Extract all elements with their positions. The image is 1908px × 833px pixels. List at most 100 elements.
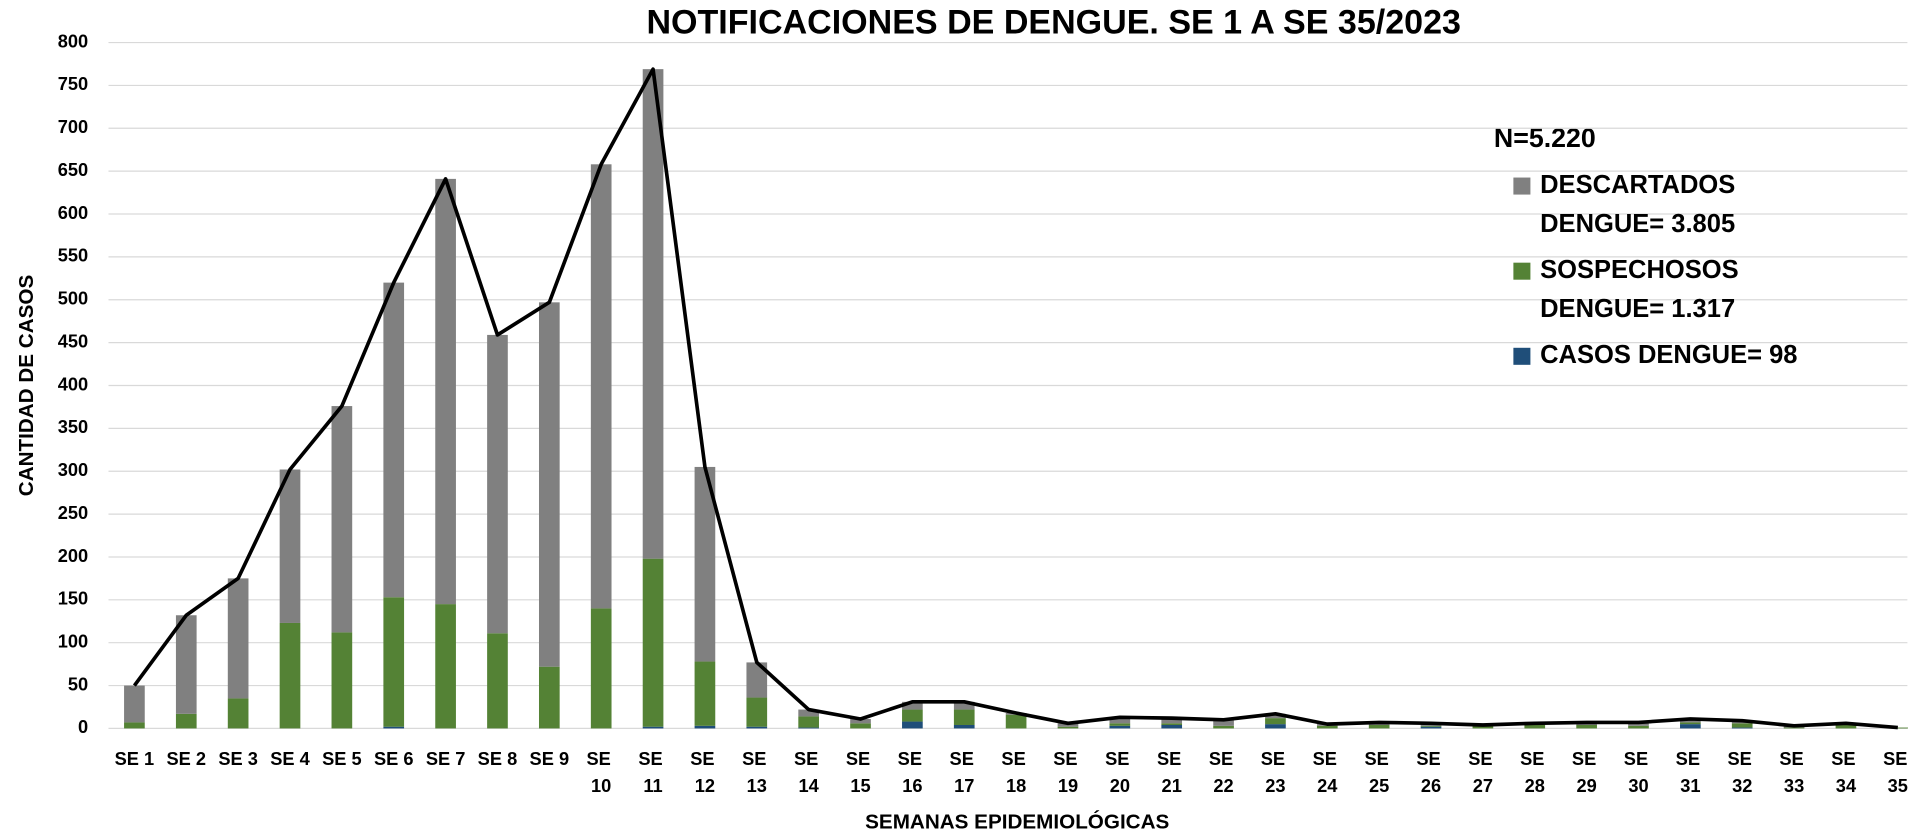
x-tick-label: SE 10 <box>586 748 615 796</box>
y-tick-label: 800 <box>58 30 88 51</box>
bar-segment <box>331 406 353 633</box>
bar-segment <box>1420 726 1442 729</box>
bar-segment <box>642 69 664 559</box>
bar-segment <box>1628 725 1649 729</box>
x-tick-label: SE 34 <box>1831 748 1860 796</box>
bar-segment <box>124 722 145 729</box>
x-tick-label: SE 29 <box>1572 748 1601 796</box>
x-tick-label: SE 17 <box>950 748 979 796</box>
bar-segment <box>124 685 145 723</box>
bar-segment <box>850 718 871 724</box>
x-tick-label: SE 32 <box>1728 748 1757 796</box>
bar-segment <box>746 726 768 729</box>
bar-segment <box>694 466 716 662</box>
x-tick-label: SE 21 <box>1157 748 1186 796</box>
bar-segment <box>1420 725 1442 727</box>
legend-label: DESCARTADOS DENGUE= 3.805 <box>1540 171 1742 238</box>
bar-segment <box>746 697 768 727</box>
bar-segment <box>1731 723 1753 728</box>
bar-segment <box>1835 724 1857 729</box>
x-tick-label: SE 15 <box>846 748 875 796</box>
x-tick-label: SE 28 <box>1520 748 1549 796</box>
x-tick-label: SE 31 <box>1676 748 1705 796</box>
bar-segment <box>902 701 923 710</box>
bar-segment <box>1316 725 1338 729</box>
bar-segment <box>1731 727 1753 729</box>
bar-segment <box>902 709 923 722</box>
y-tick-label: 300 <box>58 459 88 480</box>
x-tick-label: SE 5 <box>322 748 362 769</box>
bar-segment <box>1265 713 1286 719</box>
bar-segment <box>642 726 664 729</box>
bar-segment <box>1680 724 1701 729</box>
bar-segment <box>694 725 716 729</box>
y-tick-label: 0 <box>78 716 88 737</box>
bar-segment <box>331 632 353 729</box>
x-tick-label: SE 23 <box>1261 748 1290 796</box>
x-tick-label: SE 9 <box>530 748 570 769</box>
x-tick-label: SE 35 <box>1883 748 1908 796</box>
x-tick-label: SE 6 <box>374 748 414 769</box>
x-tick-label: SE 33 <box>1779 748 1808 796</box>
x-tick-label: SE 19 <box>1053 748 1082 796</box>
x-tick-label: SE 11 <box>638 748 667 796</box>
x-tick-label: SE 8 <box>478 748 518 769</box>
bar-segment <box>902 721 923 729</box>
bar-segment <box>1109 725 1131 729</box>
bar-segment <box>1109 717 1131 724</box>
y-tick-label: 250 <box>58 502 88 523</box>
bar-segment <box>175 713 197 729</box>
y-tick-label: 600 <box>58 202 88 223</box>
x-tick-label: SE 4 <box>270 748 310 769</box>
legend-swatch <box>1513 347 1531 365</box>
bar-segment <box>1576 724 1597 729</box>
bar-segment <box>383 282 405 598</box>
x-tick-label: SE 14 <box>794 748 823 796</box>
y-tick-label: 550 <box>58 245 88 266</box>
bar-segment <box>1109 723 1131 726</box>
bar-segment <box>1783 727 1805 729</box>
y-tick-label: 200 <box>58 545 88 566</box>
x-tick-label: SE 1 <box>115 748 155 769</box>
bar-segment <box>953 724 975 729</box>
bar-segment <box>1057 726 1079 729</box>
x-tick-label: SE 16 <box>898 748 927 796</box>
bar-segment <box>1161 723 1183 725</box>
bar-segment <box>642 558 664 727</box>
bar-segment <box>175 615 197 714</box>
bar-segment <box>538 302 560 667</box>
x-tick-label: SE 20 <box>1105 748 1134 796</box>
x-tick-label: SE 2 <box>166 748 206 769</box>
x-tick-label: SE 25 <box>1364 748 1393 796</box>
bar-segment <box>850 723 871 729</box>
x-tick-label: SE 27 <box>1468 748 1497 796</box>
total-line <box>132 67 1898 730</box>
x-tick-label: SE 30 <box>1624 748 1653 796</box>
bar-segment <box>798 727 819 729</box>
y-tick-label: 700 <box>58 116 88 137</box>
x-tick-label: SE 24 <box>1313 748 1342 796</box>
bar-segment <box>227 698 249 729</box>
x-tick-label: SE 26 <box>1416 748 1445 796</box>
bar-segment <box>383 726 405 729</box>
bar-segment <box>694 661 716 726</box>
bar-segment <box>1265 724 1286 729</box>
bar-segment <box>953 701 975 710</box>
bar-segment <box>1005 714 1027 729</box>
bar-segment <box>435 178 456 605</box>
legend-swatch <box>1513 262 1531 280</box>
bar-segment <box>487 334 508 634</box>
bar-segment <box>1213 725 1234 729</box>
bar-segment <box>538 666 560 729</box>
bar-segment <box>1472 725 1494 729</box>
y-tick-label: 400 <box>58 373 88 394</box>
x-tick-label: SE 7 <box>426 748 466 769</box>
y-tick-label: 450 <box>58 330 88 351</box>
bar-segment <box>798 709 819 717</box>
bar-segment <box>590 164 612 609</box>
y-axis-label: CANTIDAD DE CASOS <box>15 275 38 497</box>
bar-segment <box>1213 719 1234 726</box>
x-axis-label: SEMANAS EPIDEMIOLÓGICAS <box>865 810 1169 833</box>
bar-segment <box>590 608 612 729</box>
